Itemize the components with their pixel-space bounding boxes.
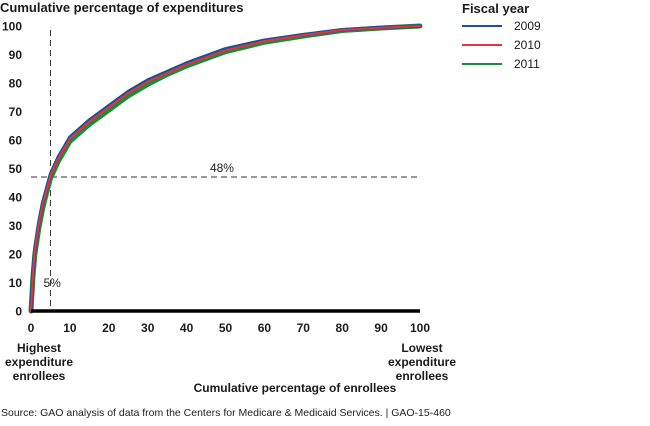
y-tick-label: 80: [9, 77, 23, 91]
x-tick-label: 50: [219, 321, 233, 335]
x-tick-label: 0: [28, 321, 35, 335]
y-tick-label: 90: [9, 48, 23, 62]
y-tick-label: 100: [2, 20, 22, 34]
chart-plot: 5% 48% 0 10 20 30 40 50 60 70 80 90 100 0 10 20 30 40 50 60…: [2, 20, 430, 336]
series-line-2010: [30, 25, 421, 312]
y-tick-label: 10: [9, 276, 23, 290]
x-tick-label: 70: [297, 321, 311, 335]
x-left-end-label: Highest expenditure enrollees: [4, 341, 73, 383]
legend-item-2009: 2009: [462, 19, 541, 33]
legend-label: 2010: [514, 38, 541, 52]
x-tick-label: 80: [336, 321, 350, 335]
legend-label: 2009: [514, 19, 541, 33]
legend-item-2011: 2011: [462, 57, 540, 71]
y-tick-label: 40: [9, 191, 23, 205]
y-tick-label: 0: [15, 305, 22, 319]
source-note: Source: GAO analysis of data from the Ce…: [1, 407, 451, 419]
x-tick-label: 30: [141, 321, 155, 335]
legend-swatch: [462, 63, 502, 65]
x-right-end-label: Lowest expenditure enrollees: [387, 341, 456, 383]
y-tick-label: 20: [9, 248, 23, 262]
x-tick-label: 20: [102, 321, 116, 335]
hline-annotation-label: 48%: [210, 161, 234, 175]
x-axis-title: Cumulative percentage of enrollees: [193, 381, 397, 395]
legend-title: Fiscal year: [462, 1, 530, 16]
x-tick-label: 40: [180, 321, 194, 335]
legend-item-2010: 2010: [462, 38, 541, 52]
y-axis-title: Cumulative percentage of expenditures: [0, 0, 244, 15]
x-tick-label: 10: [63, 321, 77, 335]
y-tick-label: 60: [9, 134, 23, 148]
vline-annotation-label: 5%: [43, 276, 61, 290]
x-tick-label: 90: [374, 321, 388, 335]
y-tick-label: 50: [9, 162, 23, 176]
legend-swatch: [462, 44, 502, 46]
y-tick-label: 30: [9, 219, 23, 233]
x-tick-label: 60: [258, 321, 272, 335]
legend-swatch: [462, 25, 502, 27]
x-tick-label: 100: [410, 321, 430, 335]
legend-label: 2011: [514, 57, 540, 71]
y-tick-label: 70: [9, 105, 23, 119]
